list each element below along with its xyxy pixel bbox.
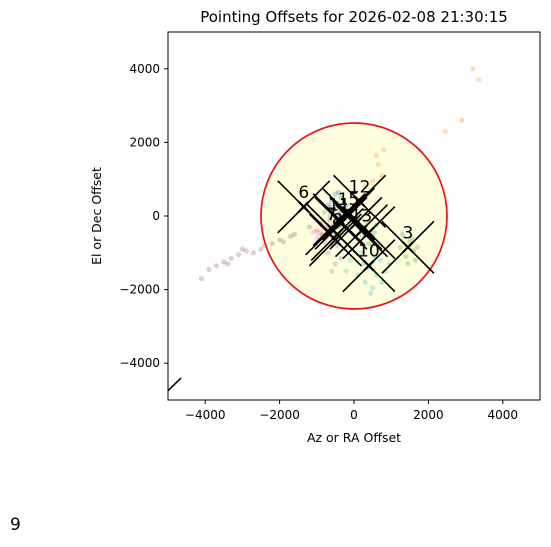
marker-label: 12 bbox=[349, 177, 371, 197]
data-point bbox=[198, 275, 205, 282]
data-point bbox=[476, 77, 482, 83]
x-axis-label: Az or RA Offset bbox=[307, 430, 401, 445]
data-point bbox=[228, 255, 234, 261]
data-point bbox=[277, 237, 283, 243]
pointing-marker bbox=[308, 213, 362, 267]
y-tick-label: −2000 bbox=[119, 283, 160, 297]
y-tick-label: 0 bbox=[152, 209, 160, 223]
pointing-marker bbox=[342, 205, 396, 260]
marker-center bbox=[402, 241, 414, 254]
y-tick-label: 4000 bbox=[129, 62, 160, 76]
data-point bbox=[306, 224, 312, 230]
data-point bbox=[325, 250, 331, 256]
marker-label: 3 bbox=[403, 223, 414, 243]
pointing-marker: 15 bbox=[321, 187, 375, 241]
data-point bbox=[213, 263, 219, 269]
pointing-marker bbox=[314, 196, 368, 250]
chart-title: Pointing Offsets for 2026-02-08 21:30:15 bbox=[200, 8, 508, 26]
x-tick-label: 2000 bbox=[413, 408, 444, 422]
data-point bbox=[317, 229, 324, 236]
data-point bbox=[321, 209, 327, 215]
data-point bbox=[338, 255, 344, 261]
data-point bbox=[236, 252, 242, 258]
data-point bbox=[206, 266, 212, 272]
data-point bbox=[327, 217, 333, 223]
marker-center bbox=[342, 208, 355, 220]
data-point bbox=[366, 241, 372, 247]
marker-center bbox=[350, 217, 362, 230]
data-point bbox=[250, 250, 257, 256]
data-point bbox=[239, 246, 245, 252]
data-point bbox=[338, 195, 344, 201]
data-point bbox=[362, 183, 368, 190]
data-point bbox=[371, 229, 378, 236]
data-point bbox=[336, 211, 342, 217]
marker-label: 15 bbox=[338, 190, 360, 210]
data-point bbox=[343, 202, 350, 208]
data-point bbox=[258, 246, 264, 252]
data-point bbox=[291, 231, 298, 237]
marker-arm bbox=[168, 377, 182, 392]
data-point bbox=[243, 248, 249, 254]
pointing-marker: 3 bbox=[381, 220, 435, 274]
data-point bbox=[362, 279, 368, 285]
data-point bbox=[262, 242, 268, 249]
data-point bbox=[332, 191, 338, 197]
marker-center bbox=[363, 226, 375, 239]
data-point bbox=[358, 250, 365, 256]
data-point bbox=[409, 235, 415, 241]
y-tick-label: −4000 bbox=[119, 356, 160, 370]
marker-center bbox=[333, 213, 345, 226]
data-point bbox=[332, 261, 338, 267]
page-label: 9 bbox=[10, 515, 21, 535]
marker-center bbox=[329, 234, 342, 246]
data-point bbox=[397, 244, 404, 250]
tolerance-circle bbox=[260, 122, 448, 310]
data-point bbox=[405, 261, 411, 267]
data-point bbox=[459, 117, 465, 123]
data-point bbox=[373, 152, 379, 158]
marker-label: 6 bbox=[298, 183, 309, 203]
data-point bbox=[403, 253, 409, 260]
data-point bbox=[347, 257, 353, 263]
data-point bbox=[316, 233, 322, 239]
data-point bbox=[399, 231, 405, 237]
data-point bbox=[442, 128, 448, 134]
data-point bbox=[370, 285, 376, 291]
marker-center bbox=[335, 217, 347, 230]
y-axis-ticks: −4000 −2000 0 2000 4000 bbox=[119, 62, 168, 370]
pointing-markers: 12611151337810 bbox=[168, 174, 435, 392]
data-point bbox=[221, 259, 227, 265]
x-axis-ticks: −4000 −2000 0 2000 4000 bbox=[185, 400, 518, 422]
y-axis-label: El or Dec Offset bbox=[89, 167, 104, 265]
y-tick-label: 2000 bbox=[129, 135, 160, 149]
marker-center bbox=[363, 259, 375, 272]
data-point bbox=[368, 290, 374, 296]
data-point bbox=[375, 161, 381, 168]
data-point bbox=[310, 229, 316, 236]
data-point bbox=[269, 241, 275, 247]
data-point bbox=[329, 268, 335, 274]
data-point bbox=[470, 66, 476, 72]
data-point bbox=[335, 189, 341, 195]
data-point bbox=[414, 244, 420, 250]
data-point bbox=[327, 213, 333, 219]
data-point bbox=[381, 147, 387, 153]
data-point bbox=[343, 268, 350, 274]
x-tick-label: −4000 bbox=[185, 408, 226, 422]
x-tick-label: 0 bbox=[350, 408, 358, 422]
x-tick-label: 4000 bbox=[488, 408, 519, 422]
data-point bbox=[412, 257, 418, 263]
data-point bbox=[370, 178, 376, 184]
data-point bbox=[288, 233, 294, 239]
x-tick-label: −2000 bbox=[259, 408, 300, 422]
data-point bbox=[224, 261, 231, 267]
data-point bbox=[377, 257, 383, 263]
data-point bbox=[314, 228, 320, 234]
data-point bbox=[280, 239, 286, 245]
pointing-marker bbox=[329, 196, 383, 250]
